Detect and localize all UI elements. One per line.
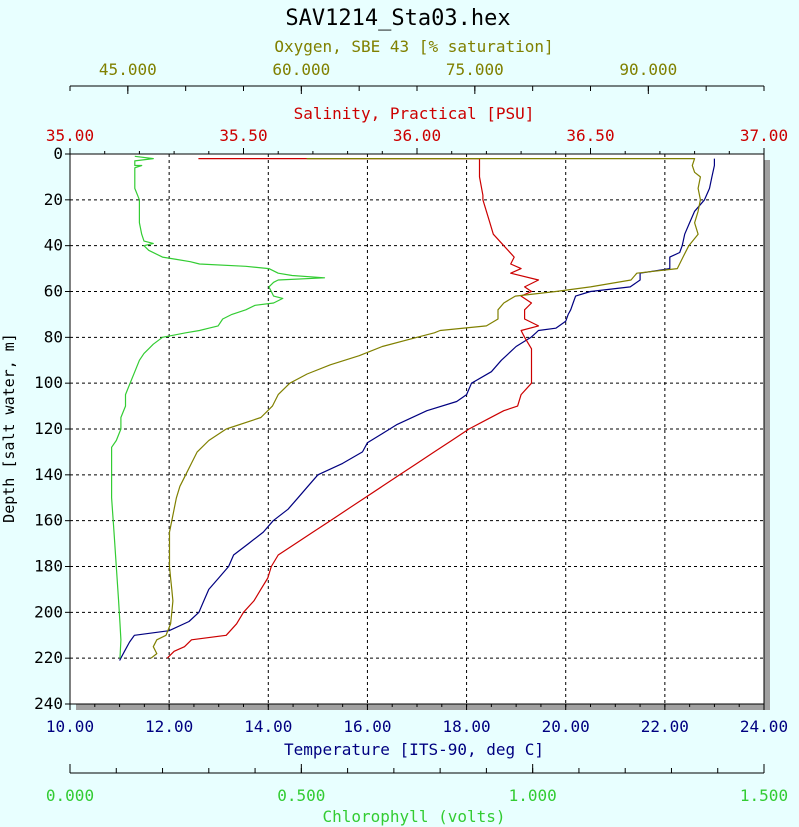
salinity-tick-label: 35.00 [46, 126, 94, 145]
temperature-tick-label: 18.00 [442, 717, 490, 736]
chlorophyll-series-line [110, 155, 326, 659]
temperature-tick-label: 22.00 [641, 717, 689, 736]
temperature-tick-label: 12.00 [145, 717, 193, 736]
oxygen-axis-label: Oxygen, SBE 43 [% saturation] [274, 37, 553, 56]
salinity-series-line [166, 158, 540, 659]
temperature-tick-label: 20.00 [542, 717, 590, 736]
oxygen-series-line [150, 158, 702, 659]
depth-tick-label: 20 [44, 190, 63, 209]
oxygen-tick-label: 60.000 [272, 60, 330, 79]
depth-tick-label: 240 [34, 694, 63, 713]
depth-tick-label: 140 [34, 465, 63, 484]
temperature-tick-label: 10.00 [46, 717, 94, 736]
depth-tick-label: 220 [34, 648, 63, 667]
oxygen-tick-label: 45.000 [99, 60, 157, 79]
depth-tick-label: 0 [53, 144, 63, 163]
temperature-tick-label: 16.00 [343, 717, 391, 736]
salinity-tick-label: 37.00 [740, 126, 788, 145]
salinity-tick-label: 36.00 [393, 126, 441, 145]
depth-tick-label: 80 [44, 327, 63, 346]
chlorophyll-tick-label: 0.000 [46, 786, 94, 805]
chart-title: SAV1214_Sta03.hex [285, 6, 510, 31]
chlorophyll-tick-label: 0.500 [277, 786, 325, 805]
temperature-tick-label: 14.00 [244, 717, 292, 736]
chlorophyll-tick-label: 1.500 [740, 786, 788, 805]
depth-axis-label: Depth [salt water, m] [0, 333, 18, 523]
depth-tick-label: 60 [44, 282, 63, 301]
salinity-tick-label: 36.50 [566, 126, 614, 145]
plot-area: 0 20 40 60 80 100 120 140 160 180 200 220 240 35.00 35… [34, 60, 788, 805]
salinity-tick-label: 35.50 [219, 126, 267, 145]
temperature-axis-label: Temperature [ITS-90, deg C] [284, 740, 544, 759]
depth-tick-label: 180 [34, 557, 63, 576]
salinity-axis-label: Salinity, Practical [PSU] [294, 104, 535, 123]
oxygen-tick-label: 75.000 [446, 60, 504, 79]
depth-tick-label: 160 [34, 511, 63, 530]
chlorophyll-axis-label: Chlorophyll (volts) [322, 807, 505, 826]
temperature-series-line [119, 158, 716, 661]
depth-tick-label: 40 [44, 236, 63, 255]
temperature-tick-label: 24.00 [740, 717, 788, 736]
depth-tick-label: 100 [34, 373, 63, 392]
depth-tick-label: 120 [34, 419, 63, 438]
depth-tick-label: 200 [34, 602, 63, 621]
chlorophyll-tick-label: 1.000 [509, 786, 557, 805]
oxygen-tick-label: 90.000 [619, 60, 677, 79]
